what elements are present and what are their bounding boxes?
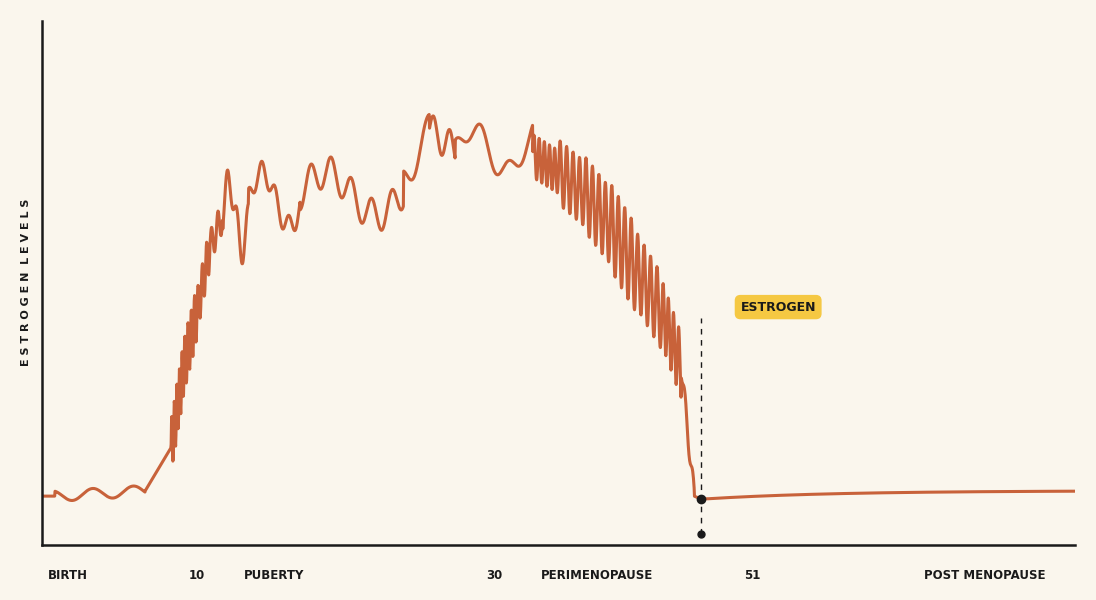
Text: PUBERTY: PUBERTY bbox=[244, 569, 305, 582]
Text: POST MENOPAUSE: POST MENOPAUSE bbox=[924, 569, 1046, 582]
Text: 30: 30 bbox=[486, 569, 502, 582]
Y-axis label: E S T R O G E N  L E V E L S: E S T R O G E N L E V E L S bbox=[21, 199, 31, 367]
Text: BIRTH: BIRTH bbox=[48, 569, 88, 582]
Text: 10: 10 bbox=[189, 569, 205, 582]
Text: PERIMENOPAUSE: PERIMENOPAUSE bbox=[541, 569, 653, 582]
Text: ESTROGEN: ESTROGEN bbox=[741, 301, 815, 314]
Text: 51: 51 bbox=[744, 569, 761, 582]
